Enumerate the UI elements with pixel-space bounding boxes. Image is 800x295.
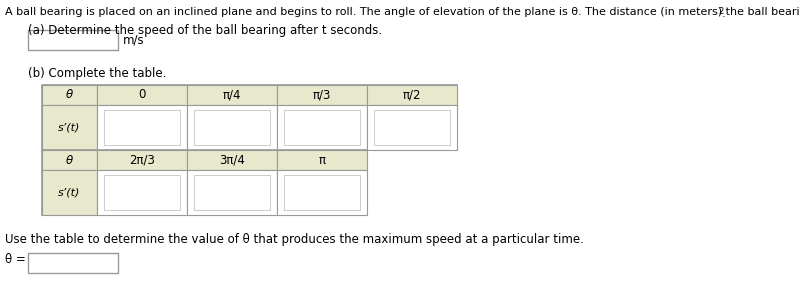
Bar xyxy=(187,150,277,170)
Bar xyxy=(104,176,180,210)
Bar xyxy=(104,110,180,145)
Text: 2: 2 xyxy=(718,7,723,16)
Bar xyxy=(42,150,97,170)
Bar xyxy=(284,110,360,145)
Bar xyxy=(194,110,270,145)
Bar xyxy=(367,85,457,105)
Bar xyxy=(42,170,97,215)
Text: θ: θ xyxy=(66,88,73,101)
Text: π/4: π/4 xyxy=(222,88,242,101)
Bar xyxy=(42,105,97,150)
Bar xyxy=(187,105,277,150)
Bar xyxy=(42,150,367,215)
Bar xyxy=(97,105,187,150)
Text: s’(t): s’(t) xyxy=(58,188,81,197)
Bar xyxy=(194,176,270,210)
Bar xyxy=(42,85,457,150)
Text: (b) Complete the table.: (b) Complete the table. xyxy=(28,67,166,80)
Text: π/2: π/2 xyxy=(402,88,422,101)
Bar xyxy=(277,105,367,150)
Text: π: π xyxy=(318,153,326,166)
Text: m/s: m/s xyxy=(123,34,145,47)
Bar xyxy=(374,110,450,145)
Bar xyxy=(97,150,187,170)
Bar xyxy=(97,170,187,215)
Bar xyxy=(277,150,367,170)
Bar xyxy=(187,85,277,105)
Text: A ball bearing is placed on an inclined plane and begins to roll. The angle of e: A ball bearing is placed on an inclined … xyxy=(5,7,800,17)
Bar xyxy=(367,105,457,150)
Bar xyxy=(28,253,118,273)
Text: .: . xyxy=(722,9,726,19)
Text: Use the table to determine the value of θ that produces the maximum speed at a p: Use the table to determine the value of … xyxy=(5,233,584,246)
Bar xyxy=(284,176,360,210)
Text: θ =: θ = xyxy=(5,253,26,266)
Text: 2π/3: 2π/3 xyxy=(129,153,155,166)
Bar xyxy=(42,85,97,105)
Text: 3π/4: 3π/4 xyxy=(219,153,245,166)
Text: 0: 0 xyxy=(138,88,146,101)
Text: s’(t): s’(t) xyxy=(58,122,81,132)
Bar xyxy=(187,170,277,215)
Text: π/3: π/3 xyxy=(313,88,331,101)
Text: (a) Determine the speed of the ball bearing after t seconds.: (a) Determine the speed of the ball bear… xyxy=(28,24,382,37)
Bar xyxy=(28,30,118,50)
Text: θ: θ xyxy=(66,153,73,166)
Bar xyxy=(277,85,367,105)
Bar xyxy=(277,170,367,215)
Bar xyxy=(97,85,187,105)
